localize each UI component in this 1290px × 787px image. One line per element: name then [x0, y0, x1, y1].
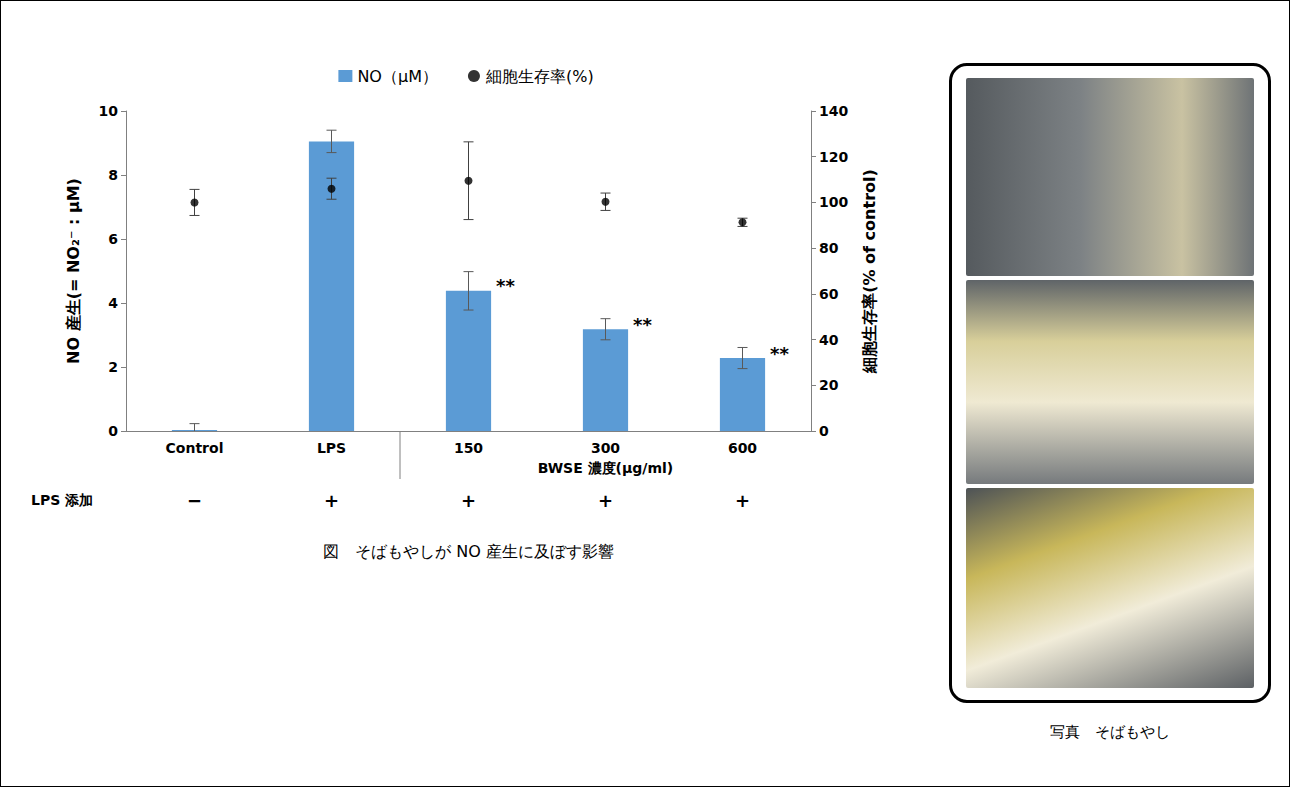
svg-text:NO（μM）: NO（μM） — [357, 67, 438, 86]
svg-text:140: 140 — [819, 103, 848, 119]
svg-text:NO 産生(= NO₂⁻ : μM): NO 産生(= NO₂⁻ : μM) — [64, 178, 83, 364]
svg-text:**: ** — [633, 314, 652, 335]
svg-text:150: 150 — [454, 440, 483, 456]
svg-text:**: ** — [496, 275, 515, 296]
svg-text:BWSE 濃度(μg/ml): BWSE 濃度(μg/ml) — [538, 460, 674, 476]
svg-text:8: 8 — [108, 167, 118, 183]
svg-text:0: 0 — [819, 423, 829, 439]
svg-text:Control: Control — [166, 440, 224, 456]
svg-text:+: + — [461, 490, 476, 511]
svg-text:LPS: LPS — [317, 440, 346, 456]
svg-text:2: 2 — [108, 359, 118, 375]
svg-text:図 そばもやしが NO 産生に及ぼす影響: 図 そばもやしが NO 産生に及ぼす影響 — [323, 542, 614, 561]
svg-text:60: 60 — [819, 286, 839, 302]
svg-text:20: 20 — [819, 377, 839, 393]
svg-text:120: 120 — [819, 149, 848, 165]
svg-text:10: 10 — [99, 103, 119, 119]
svg-text:300: 300 — [591, 440, 620, 456]
html-text:写真 そばもやし: 写真 そばもやし — [1050, 723, 1170, 741]
svg-text:**: ** — [770, 343, 789, 364]
svg-text:600: 600 — [728, 440, 757, 456]
svg-text:細胞生存率(%): 細胞生存率(%) — [485, 67, 594, 86]
svg-text:LPS 添加: LPS 添加 — [31, 492, 93, 508]
svg-text:−: − — [187, 490, 202, 511]
svg-text:80: 80 — [819, 240, 839, 256]
svg-text:+: + — [735, 490, 750, 511]
svg-text:+: + — [324, 490, 339, 511]
svg-text:4: 4 — [108, 295, 118, 311]
svg-text:0: 0 — [108, 423, 118, 439]
svg-text:+: + — [598, 490, 613, 511]
svg-text:細胞生存率(% of control): 細胞生存率(% of control) — [860, 169, 879, 374]
svg-text:6: 6 — [108, 231, 118, 247]
svg-text:100: 100 — [819, 194, 848, 210]
svg-text:40: 40 — [819, 332, 839, 348]
